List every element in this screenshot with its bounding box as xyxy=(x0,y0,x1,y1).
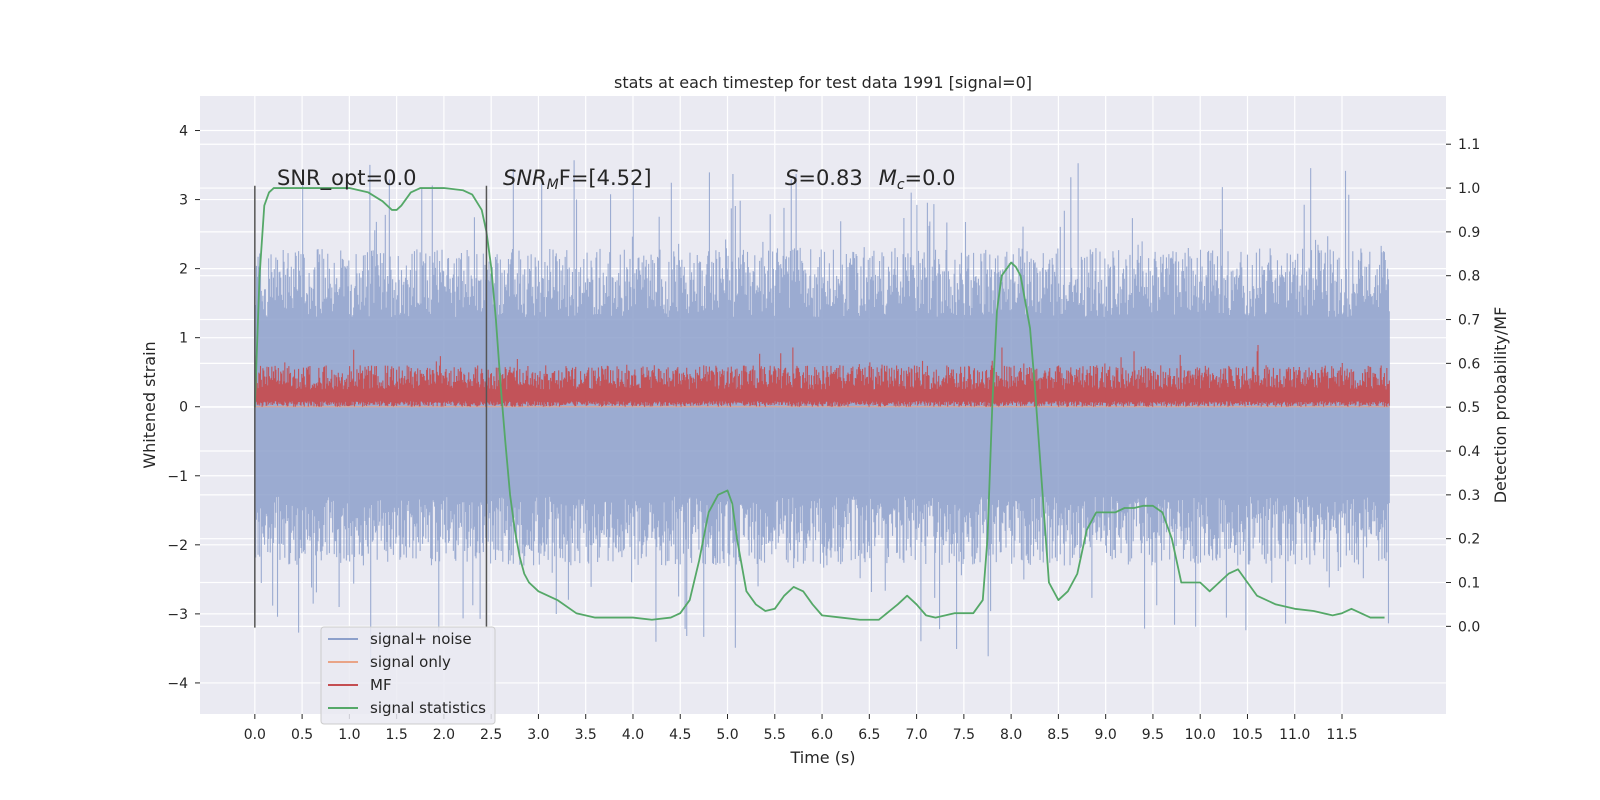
y-right-tick-label-4: 0.4 xyxy=(1458,444,1480,460)
x-tick-label-1: 0.5 xyxy=(291,727,313,743)
x-tick-label-16: 8.0 xyxy=(1000,727,1022,743)
legend-entry-signal-only: signal only xyxy=(328,653,451,671)
x-tick-label-3: 1.5 xyxy=(386,727,408,743)
y-right-tick-label-1: 0.1 xyxy=(1458,576,1480,592)
y-right-tick-label-0: 0.0 xyxy=(1458,619,1480,635)
snr-mf-prefix: SNR xyxy=(503,166,547,190)
snr-mf-suffix: F=[4.52] xyxy=(559,166,652,190)
y-tick-label-5: 1 xyxy=(179,331,188,347)
legend: signal+ noise signal only MF signal stat… xyxy=(320,626,496,725)
s-var: S xyxy=(785,166,798,190)
legend-box xyxy=(320,626,496,725)
x-tick-label-10: 5.0 xyxy=(716,727,738,743)
y-tick-label-7: 3 xyxy=(179,193,188,209)
x-tick-label-2: 1.0 xyxy=(338,727,360,743)
y-right-tick-label-11: 1.1 xyxy=(1458,137,1480,153)
x-tick-label-8: 4.0 xyxy=(622,727,644,743)
x-tick-label-4: 2.0 xyxy=(433,727,455,743)
y-right-tick-label-6: 0.6 xyxy=(1458,356,1480,372)
x-tick-label-22: 11.0 xyxy=(1279,727,1310,743)
y-tick-label-0: −4 xyxy=(167,676,188,692)
annotation-snr-opt: SNR_opt=0.0 xyxy=(277,166,417,191)
legend-label-signal-statistics: signal statistics xyxy=(370,699,486,717)
chart-title: stats at each timestep for test data 199… xyxy=(614,73,1032,92)
legend-label-signal-only: signal only xyxy=(370,653,451,671)
y-right-tick-label-2: 0.2 xyxy=(1458,532,1480,548)
mc-sub: c xyxy=(897,177,905,193)
axes: 0.0 0.5 1.0 1.5 2.0 2.5 3.0 3.5 4.0 4.5 5.0 5.5 6.0 6… xyxy=(167,124,1480,743)
y-axis-right-label: Detection probability/MF xyxy=(1491,307,1510,504)
series-3 xyxy=(253,187,1385,621)
x-tick-label-20: 10.0 xyxy=(1185,727,1216,743)
x-tick-label-0: 0.0 xyxy=(244,727,266,743)
x-tick-label-6: 3.0 xyxy=(527,727,549,743)
y-tick-label-6: 2 xyxy=(179,262,188,278)
x-tick-label-11: 5.5 xyxy=(764,727,786,743)
x-tick-label-18: 9.0 xyxy=(1095,727,1117,743)
annotation-s-mc: S=0.83 Mc=0.0 xyxy=(785,166,956,193)
y-tick-label-4: 0 xyxy=(179,400,188,416)
y-right-tick-label-3: 0.3 xyxy=(1458,488,1480,504)
legend-entry-signal-noise: signal+ noise xyxy=(328,630,472,648)
snr-mf-sub: M xyxy=(547,177,559,193)
s-value: =0.83 xyxy=(798,166,862,190)
data-layer xyxy=(253,160,1390,667)
legend-entry-signal-statistics: signal statistics xyxy=(328,699,486,717)
y-axis-label: Whitened strain xyxy=(140,341,159,468)
x-tick-label-17: 8.5 xyxy=(1047,727,1069,743)
legend-label-mf: MF xyxy=(370,676,392,694)
mc-value: =0.0 xyxy=(905,166,956,190)
y-tick-label-1: −3 xyxy=(167,607,188,623)
x-tick-label-14: 7.0 xyxy=(905,727,927,743)
annotations: SNR_opt=0.0 SNRMF=[4.52] S=0.83 Mc=0.0 xyxy=(277,166,956,193)
x-tick-label-19: 9.5 xyxy=(1142,727,1164,743)
series-path-3 xyxy=(253,187,1385,621)
x-tick-label-12: 6.0 xyxy=(811,727,833,743)
y-tick-label-8: 4 xyxy=(179,124,188,140)
x-tick-label-23: 11.5 xyxy=(1326,727,1357,743)
y-right-tick-label-7: 0.7 xyxy=(1458,313,1480,329)
x-tick-label-21: 10.5 xyxy=(1232,727,1263,743)
mc-var: M xyxy=(879,166,897,190)
legend-label-signal-noise: signal+ noise xyxy=(370,630,472,648)
x-axis-label: Time (s) xyxy=(789,748,855,767)
x-tick-label-13: 6.5 xyxy=(858,727,880,743)
x-tick-label-7: 3.5 xyxy=(575,727,597,743)
annotation-snr-mf: SNRMF=[4.52] xyxy=(503,166,652,193)
y-right-tick-label-8: 0.8 xyxy=(1458,269,1480,285)
legend-entry-mf: MF xyxy=(328,676,392,694)
x-tick-label-15: 7.5 xyxy=(953,727,975,743)
y-tick-label-3: −1 xyxy=(167,469,188,485)
y-right-tick-label-9: 0.9 xyxy=(1458,225,1480,241)
x-tick-label-9: 4.5 xyxy=(669,727,691,743)
x-tick-label-5: 2.5 xyxy=(480,727,502,743)
y-tick-label-2: −2 xyxy=(167,538,188,554)
y-right-tick-label-10: 1.0 xyxy=(1458,181,1480,197)
y-right-tick-label-5: 0.5 xyxy=(1458,400,1480,416)
